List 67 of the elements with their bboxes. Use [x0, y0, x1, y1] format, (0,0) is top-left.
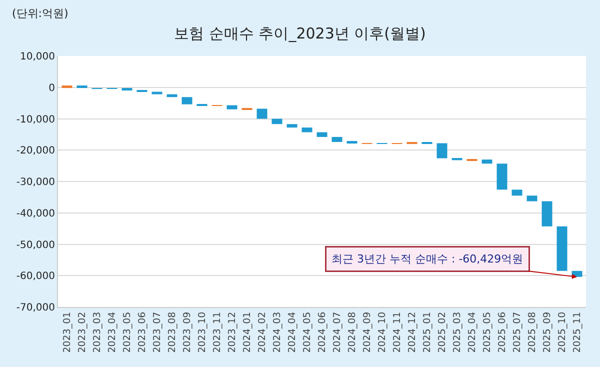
bar [332, 136, 342, 142]
bar [512, 190, 522, 196]
x-tick-label: 2024_02 [257, 312, 268, 353]
x-tick-label: 2025_05 [482, 312, 494, 353]
bar [542, 201, 552, 226]
x-tick-label: 2025_11 [572, 312, 584, 353]
bar [526, 196, 538, 202]
x-tick-label: 2023_04 [107, 312, 118, 353]
y-tick-label: -20,000 [16, 146, 55, 157]
y-tick-label: 10,000 [20, 52, 55, 62]
x-tick-label: 2024_03 [272, 312, 284, 353]
bar [76, 85, 88, 88]
x-tick-label: 2024_10 [377, 312, 388, 353]
bar [152, 92, 162, 94]
chart-title: 보험 순매수 추이_2023년 이후(월별) [174, 24, 426, 42]
x-tick-label: 2024_11 [392, 312, 404, 353]
x-tick-label: 2024_01 [242, 312, 254, 353]
x-tick-label: 2025_01 [422, 312, 434, 353]
x-tick-label: 2025_02 [437, 312, 448, 353]
x-tick-label: 2024_04 [287, 312, 298, 353]
bar [256, 108, 268, 119]
y-tick-label: -60,000 [16, 271, 55, 282]
x-tick-label: 2025_09 [542, 312, 554, 353]
x-tick-label: 2025_03 [452, 312, 464, 353]
bar [302, 128, 312, 132]
y-tick-label: -70,000 [16, 302, 55, 314]
x-tick-label: 2024_06 [317, 312, 328, 353]
y-axis-title: (단위:억원) [12, 7, 68, 20]
x-tick-label: 2023_06 [137, 312, 148, 353]
bar [556, 226, 568, 271]
x-tick-label: 2025_10 [557, 312, 568, 353]
bar [122, 88, 132, 91]
x-tick-label: 2023_12 [227, 312, 238, 353]
x-tick-label: 2025_08 [527, 312, 538, 353]
y-tick-label: -50,000 [16, 240, 55, 251]
y-tick-label: -40,000 [16, 208, 55, 220]
bar [226, 105, 238, 110]
bar [182, 97, 192, 104]
y-tick-label: -10,000 [16, 114, 55, 126]
bar [286, 124, 298, 128]
bar [316, 132, 328, 137]
x-tick-label: 2023_05 [122, 312, 134, 353]
x-tick-label: 2023_02 [77, 312, 88, 353]
x-tick-label: 2025_04 [467, 312, 478, 353]
x-tick-label: 2023_10 [197, 312, 208, 353]
x-tick-label: 2025_06 [497, 312, 508, 353]
bar [272, 118, 282, 124]
x-tick-label: 2024_09 [362, 312, 374, 353]
bar [482, 160, 492, 164]
x-tick-label: 2023_11 [212, 312, 224, 353]
x-tick-label: 2023_01 [62, 312, 74, 353]
bar [346, 141, 358, 144]
bar [496, 164, 508, 190]
x-tick-label: 2024_05 [302, 312, 314, 353]
x-tick-label: 2023_07 [152, 312, 164, 353]
y-tick-label: 0 [48, 82, 55, 94]
x-tick-label: 2025_07 [512, 312, 524, 353]
bar [436, 143, 448, 158]
bar [62, 85, 72, 88]
x-tick-label: 2024_07 [332, 312, 344, 353]
x-tick-label: 2023_03 [92, 312, 104, 353]
annotation: 최근 3년간 누적 순매수 : -60,429억원 [332, 252, 524, 266]
x-tick-label: 2024_12 [407, 312, 418, 353]
x-tick-label: 2023_09 [182, 312, 194, 353]
y-tick-label: -30,000 [16, 177, 55, 188]
x-tick-label: 2023_08 [167, 312, 178, 353]
x-tick-label: 2024_08 [347, 312, 358, 353]
